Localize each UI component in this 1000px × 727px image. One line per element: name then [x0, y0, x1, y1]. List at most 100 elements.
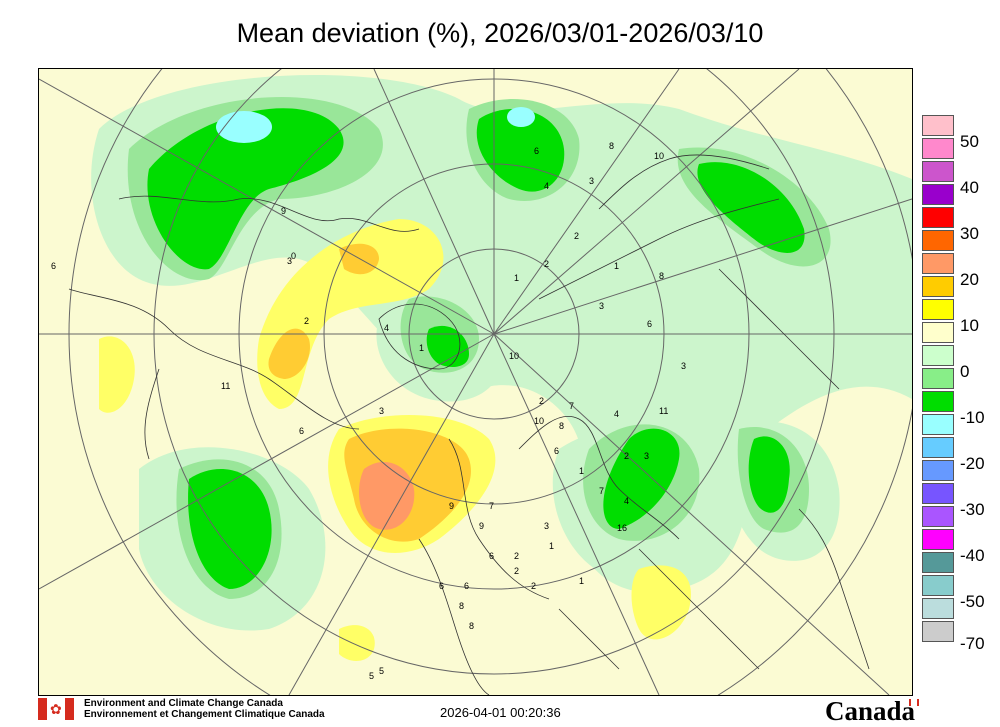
station-label: 7: [489, 501, 494, 511]
station-label: 6: [534, 146, 539, 156]
station-label: 5: [379, 666, 384, 676]
legend-swatch: [922, 345, 954, 366]
station-label: 2: [514, 551, 519, 561]
station-label: 7: [599, 486, 604, 496]
station-label: 8: [659, 271, 664, 281]
generated-timestamp: 2026-04-01 00:20:36: [440, 705, 561, 720]
legend-label: 50: [960, 132, 979, 151]
legend-swatch: [922, 253, 954, 274]
station-label: 6: [51, 261, 56, 271]
station-label: 2: [624, 451, 629, 461]
station-label: 8: [469, 621, 474, 631]
legend-swatch: [922, 207, 954, 228]
station-labels: 6 9 3 11 6 3 4 2 1 0 6 4 3 2 8 10 10 1 2…: [51, 141, 686, 681]
station-label: 1: [419, 343, 424, 353]
station-label: 9: [479, 521, 484, 531]
station-label: 7: [569, 401, 574, 411]
station-label: 6: [554, 446, 559, 456]
legend-swatch: [922, 414, 954, 435]
legend-swatch: [922, 276, 954, 297]
legend-swatch: [922, 115, 954, 136]
org-name-french: Environnement et Changement Climatique C…: [84, 709, 325, 720]
station-label: 9: [449, 501, 454, 511]
legend-label: -50: [960, 592, 985, 611]
legend-label: -10: [960, 408, 985, 427]
station-label: 1: [579, 466, 584, 476]
station-label: 3: [681, 361, 686, 371]
legend-label: 30: [960, 224, 979, 243]
legend-swatch: [922, 460, 954, 481]
org-name-english: Environment and Climate Change Canada: [84, 698, 283, 709]
station-label: 6: [299, 426, 304, 436]
station-label: 4: [544, 181, 549, 191]
longitude-lines: [39, 69, 912, 695]
legend-swatch: [922, 299, 954, 320]
station-label: 8: [609, 141, 614, 151]
legend-swatch: [922, 138, 954, 159]
station-label: 6: [439, 581, 444, 591]
station-label: 1: [514, 273, 519, 283]
coastlines: [68, 154, 870, 695]
station-label: 9: [281, 206, 286, 216]
legend-swatch: [922, 552, 954, 573]
station-label: 4: [624, 496, 629, 506]
station-label: 2: [531, 581, 536, 591]
legend-swatch: [922, 391, 954, 412]
station-label: 1: [614, 261, 619, 271]
legend-swatch: [922, 506, 954, 527]
wordmark-flag-icon: [909, 699, 920, 706]
legend-swatch: [922, 598, 954, 619]
station-label: 2: [514, 566, 519, 576]
legend-swatch: [922, 483, 954, 504]
legend-label: 20: [960, 270, 979, 289]
legend-swatch: [922, 621, 954, 642]
legend-label: 40: [960, 178, 979, 197]
station-label: 11: [659, 406, 668, 416]
legend-swatch: [922, 322, 954, 343]
station-label: 3: [599, 301, 604, 311]
station-label: 4: [384, 323, 389, 333]
legend-swatch: [922, 529, 954, 550]
station-label: 3: [287, 256, 292, 266]
station-label: 10: [654, 151, 664, 161]
station-label: 1: [549, 541, 554, 551]
legend-label: -70: [960, 634, 985, 653]
legend-label: -20: [960, 454, 985, 473]
station-label: 16: [617, 523, 627, 533]
station-label: 3: [589, 176, 594, 186]
legend-swatch: [922, 184, 954, 205]
station-label: 6: [647, 319, 652, 329]
organization-name: Environment and Climate Change Canada En…: [84, 698, 325, 720]
station-label: 5: [369, 671, 374, 681]
station-label: 1: [579, 576, 584, 586]
station-label: 3: [544, 521, 549, 531]
salmon-regions: [359, 461, 415, 530]
legend-label: -40: [960, 546, 985, 565]
station-label: 2: [304, 316, 309, 326]
map-canvas: 6 9 3 11 6 3 4 2 1 0 6 4 3 2 8 10 10 1 2…: [39, 69, 912, 695]
legend-label: 0: [960, 362, 970, 381]
station-label: 4: [614, 409, 619, 419]
eccc-logo: ✿ Environment and Climate Change Canada …: [38, 698, 325, 720]
legend-swatch: [922, 230, 954, 251]
station-label: 2: [539, 396, 544, 406]
legend-swatch: [922, 437, 954, 458]
station-label: 3: [644, 451, 649, 461]
station-label: 8: [559, 421, 564, 431]
legend-swatch: [922, 161, 954, 182]
canada-wordmark: Canada: [825, 696, 920, 727]
station-label: 0: [291, 251, 296, 261]
station-label: 2: [574, 231, 579, 241]
station-label: 8: [459, 601, 464, 611]
legend-swatch: [922, 575, 954, 596]
station-label: 3: [379, 406, 384, 416]
station-label: 11: [221, 381, 230, 391]
station-label: 10: [534, 416, 544, 426]
station-label: 10: [509, 351, 519, 361]
station-label: 6: [489, 551, 494, 561]
color-legend: 50 40 30 20 10 0 -10 -20 -30 -40 -50 -70: [922, 115, 985, 652]
legend-label: 10: [960, 316, 979, 335]
legend-swatch: [922, 368, 954, 389]
canada-flag-icon: ✿: [38, 698, 74, 720]
station-label: 2: [544, 259, 549, 269]
